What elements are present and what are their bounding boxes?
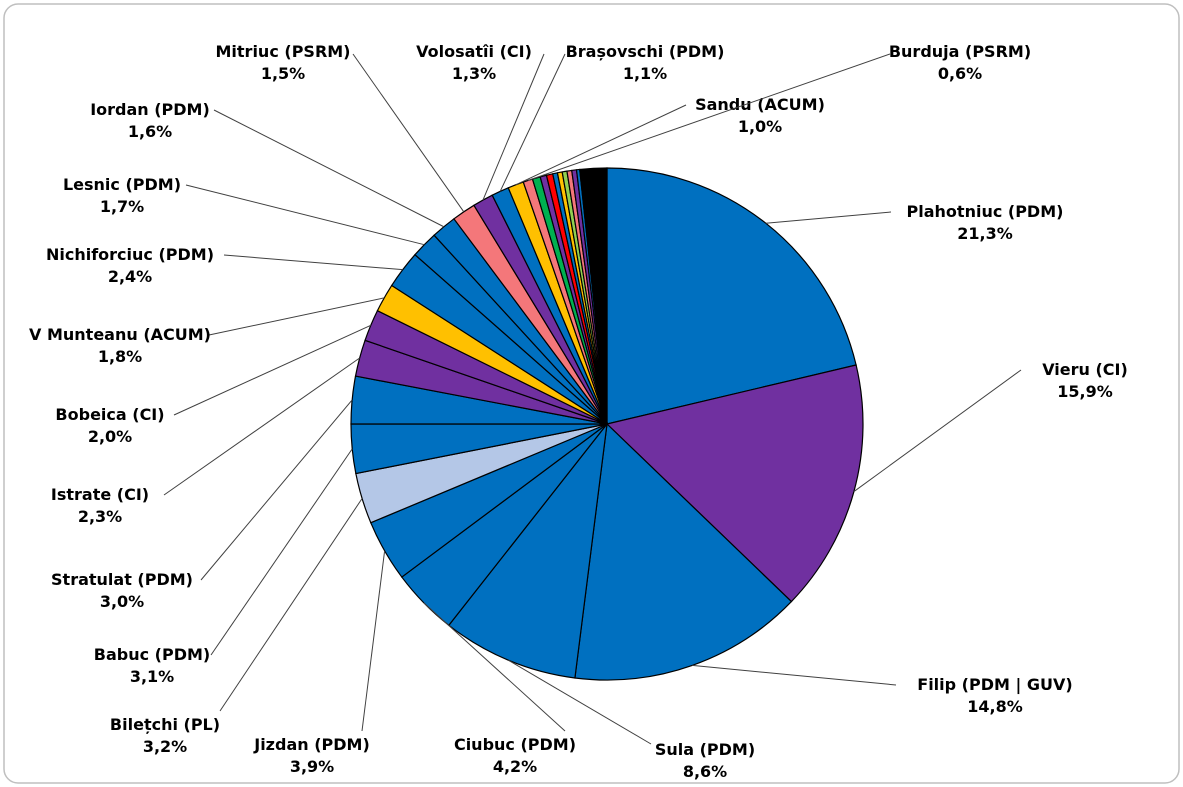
slice-label: Filip (PDM | GUV) [917, 675, 1072, 695]
slice-value-label: 2,0% [88, 427, 132, 446]
leader-line [692, 664, 897, 686]
slice-label: Mitriuc (PSRM) [216, 42, 351, 61]
slice-label: Nichiforciuc (PDM) [46, 245, 214, 264]
slice-label: V Munteanu (ACUM) [29, 325, 211, 344]
leader-line [163, 357, 360, 496]
leader-line [527, 53, 891, 182]
leader-line [361, 550, 386, 732]
slice-label: Sula (PDM) [655, 740, 755, 759]
slice-label: Volosatîi (CI) [416, 42, 532, 61]
leader-line [853, 369, 1022, 492]
slice-label: Bilețchi (PL) [110, 715, 220, 734]
leader-line [423, 602, 566, 732]
slice-value-label: 3,0% [100, 592, 144, 611]
leader-line [352, 53, 465, 213]
leader-line [208, 297, 385, 336]
pie-slice [606, 167, 857, 425]
slice-label: Iordan (PDM) [90, 100, 210, 119]
slice-label: Stratulat (PDM) [51, 570, 193, 589]
slice-label: Bobeica (CI) [55, 405, 164, 424]
leader-line [482, 53, 545, 201]
slice-label: Plahotniuc (PDM) [907, 202, 1064, 221]
leader-line [765, 211, 892, 224]
leader-line [499, 53, 566, 192]
leader-line [223, 254, 403, 271]
slice-value-label: 3,2% [143, 737, 187, 756]
pie-slice [579, 167, 608, 425]
slice-label: Babuc (PDM) [94, 645, 210, 664]
slice-label: Lesnic (PDM) [63, 175, 181, 194]
slice-value-label: 1,1% [623, 64, 667, 83]
pie-slice [447, 421, 608, 679]
leader-line [200, 399, 353, 581]
slice-value-label: 14,8% [967, 697, 1023, 716]
slice-value-label: 2,3% [78, 507, 122, 526]
leader-line [210, 448, 353, 656]
slice-value-label: 1,0% [738, 117, 782, 136]
leader-line [185, 184, 425, 246]
slice-label: Vieru (CI) [1042, 360, 1128, 379]
slice-value-label: 1,6% [128, 122, 172, 141]
slice-value-label: 1,7% [100, 197, 144, 216]
slice-value-label: 8,6% [683, 762, 727, 781]
leader-line [508, 659, 652, 745]
slice-label: Istrate (CI) [51, 485, 149, 504]
slice-value-label: 15,9% [1057, 382, 1113, 401]
slice-value-label: 1,8% [98, 347, 142, 366]
slice-label: Burduja (PSRM) [889, 42, 1031, 61]
slice-value-label: 3,1% [130, 667, 174, 686]
slice-value-label: 21,3% [957, 224, 1013, 243]
slice-value-label: 1,3% [452, 64, 496, 83]
leader-line [173, 324, 372, 416]
slice-value-label: 3,9% [290, 757, 334, 776]
slice-value-label: 1,5% [261, 64, 305, 83]
slice-value-label: 2,4% [108, 267, 152, 286]
leader-line [515, 104, 687, 186]
leader-line [213, 109, 445, 228]
slice-label: Brașovschi (PDM) [566, 42, 725, 61]
slice-label: Sandu (ACUM) [695, 95, 825, 114]
slice-label: Ciubuc (PDM) [454, 735, 576, 754]
leader-line [219, 498, 363, 712]
slice-label: Jizdan (PDM) [253, 735, 370, 754]
slice-value-label: 4,2% [493, 757, 537, 776]
slice-value-label: 0,6% [938, 64, 982, 83]
